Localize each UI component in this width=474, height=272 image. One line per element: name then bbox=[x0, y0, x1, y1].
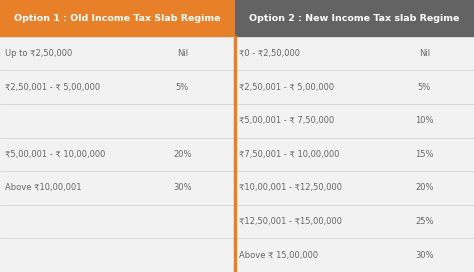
Text: 25%: 25% bbox=[415, 217, 434, 226]
Text: Nil: Nil bbox=[177, 49, 188, 58]
Bar bbox=[235, 0, 474, 37]
Text: Option 2 : New Income Tax slab Regime: Option 2 : New Income Tax slab Regime bbox=[249, 14, 459, 23]
Text: ₹0 - ₹2,50,000: ₹0 - ₹2,50,000 bbox=[239, 49, 301, 58]
Text: ₹2,50,001 - ₹ 5,00,000: ₹2,50,001 - ₹ 5,00,000 bbox=[5, 83, 100, 92]
Text: 5%: 5% bbox=[176, 83, 189, 92]
Text: 5%: 5% bbox=[418, 83, 431, 92]
Text: Option 1 : Old Income Tax Slab Regime: Option 1 : Old Income Tax Slab Regime bbox=[14, 14, 220, 23]
Text: 30%: 30% bbox=[173, 184, 192, 193]
Text: 20%: 20% bbox=[415, 184, 434, 193]
Text: Above ₹ 15,00,000: Above ₹ 15,00,000 bbox=[239, 251, 319, 260]
Text: 10%: 10% bbox=[415, 116, 434, 125]
Text: ₹5,00,001 - ₹ 7,50,000: ₹5,00,001 - ₹ 7,50,000 bbox=[239, 116, 335, 125]
Text: Nil: Nil bbox=[419, 49, 430, 58]
Text: ₹7,50,001 - ₹ 10,00,000: ₹7,50,001 - ₹ 10,00,000 bbox=[239, 150, 340, 159]
Text: 20%: 20% bbox=[173, 150, 192, 159]
Text: 15%: 15% bbox=[415, 150, 434, 159]
Text: 30%: 30% bbox=[415, 251, 434, 260]
Bar bbox=[0, 0, 235, 37]
Bar bbox=[0, 37, 474, 272]
Text: ₹5,00,001 - ₹ 10,00,000: ₹5,00,001 - ₹ 10,00,000 bbox=[5, 150, 105, 159]
Text: Above ₹10,00,001: Above ₹10,00,001 bbox=[5, 184, 81, 193]
Text: ₹12,50,001 - ₹15,00,000: ₹12,50,001 - ₹15,00,000 bbox=[239, 217, 342, 226]
Text: ₹10,00,001 - ₹12,50,000: ₹10,00,001 - ₹12,50,000 bbox=[239, 184, 342, 193]
Text: ₹2,50,001 - ₹ 5,00,000: ₹2,50,001 - ₹ 5,00,000 bbox=[239, 83, 335, 92]
Text: Up to ₹2,50,000: Up to ₹2,50,000 bbox=[5, 49, 72, 58]
